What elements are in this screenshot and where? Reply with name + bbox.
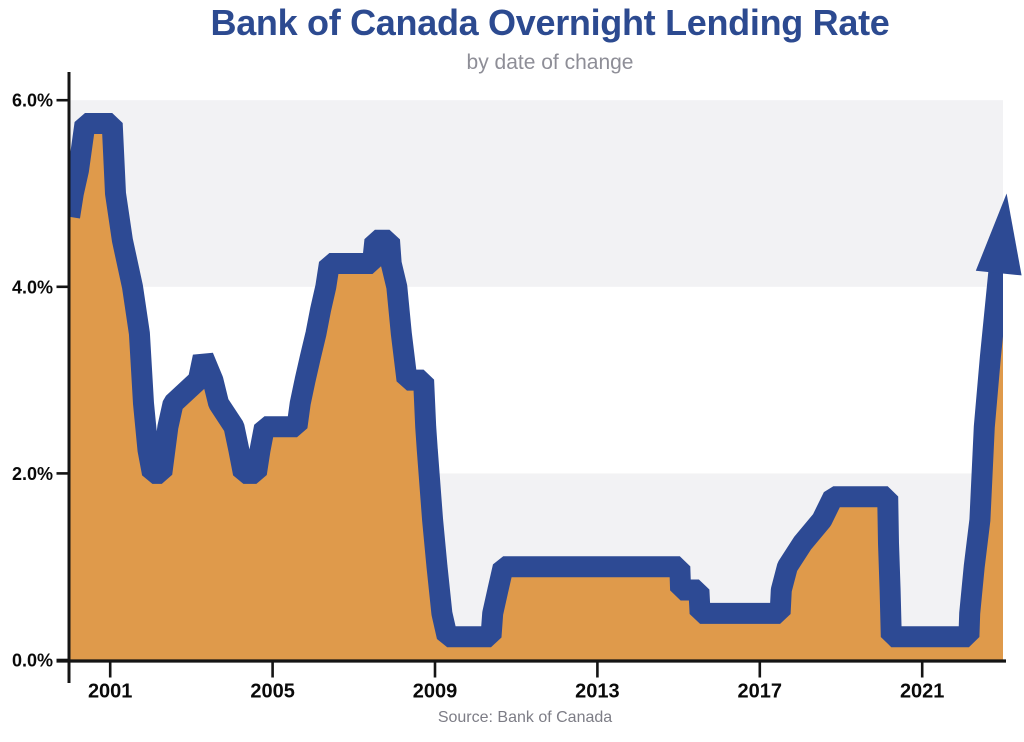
- x-tick-label-2009: 2009: [413, 681, 458, 703]
- x-tick-label-2001: 2001: [88, 681, 133, 703]
- source-note: Source: Bank of Canada: [437, 709, 613, 726]
- x-tick-label-2013: 2013: [575, 681, 620, 703]
- rate-line: [69, 113, 1003, 648]
- x-tick-label-2017: 2017: [738, 681, 783, 703]
- y-tick-label-2pct: 2.0%: [12, 464, 53, 484]
- shaded-band-4-6pct: [69, 100, 1003, 287]
- up-arrow-icon: [975, 193, 1022, 276]
- y-tick-label-4pct: 4.0%: [12, 277, 53, 297]
- chart-subtitle: by date of change: [466, 51, 634, 74]
- y-tick-label-6pct: 6.0%: [12, 91, 53, 111]
- y-tick-label-0pct: 0.0%: [12, 651, 53, 671]
- x-tick-label-2021: 2021: [900, 681, 945, 703]
- rate-area-fill: [69, 123, 1003, 661]
- x-tick-label-2005: 2005: [250, 681, 295, 703]
- chart-title: Bank of Canada Overnight Lending Rate: [210, 2, 890, 43]
